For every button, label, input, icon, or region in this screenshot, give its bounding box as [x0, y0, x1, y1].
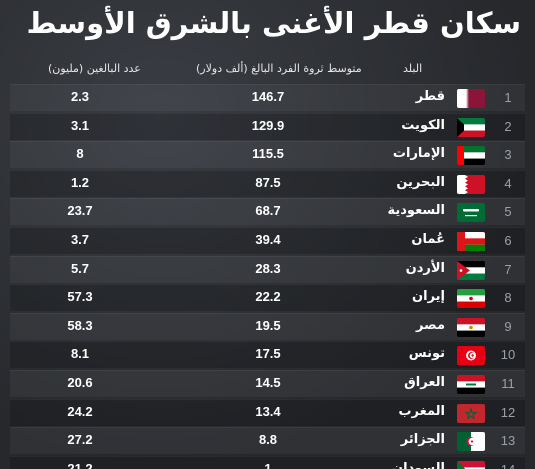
table-row: 11 العراق 14.5 20.6	[10, 369, 525, 397]
adults-value: 8	[76, 146, 84, 162]
adults-value: 23.7	[67, 203, 93, 219]
table-row: 8 إيران 22.2 57.3	[10, 284, 525, 312]
header-adults: عدد البالغين (مليون)	[48, 62, 141, 75]
tunisia-flag-icon	[457, 346, 485, 366]
table-row: 2 الكويت 129.9 3.1	[10, 112, 525, 140]
table-header: البلد متوسط ثروة الفرد البالغ (ألف دولار…	[0, 58, 535, 82]
country-name: إيران	[412, 289, 445, 305]
country-name: السعودية	[387, 203, 446, 219]
adults-value: 2.3	[70, 89, 90, 104]
table-row: 10 تونس 17.5 8.1	[10, 341, 525, 369]
wealth-value: 39.4	[255, 231, 281, 247]
iran-flag-icon	[457, 289, 485, 309]
saudi-flag-icon	[457, 203, 485, 223]
header-wealth: متوسط ثروة الفرد البالغ (ألف دولار)	[196, 62, 362, 75]
table-row: 12 المغرب 13.4 24.2	[10, 398, 525, 426]
adults-value: 3.7	[70, 231, 90, 247]
rank-number: 2	[504, 118, 512, 134]
wealth-value: 22.2	[255, 289, 281, 305]
country-name: مصر	[416, 317, 445, 333]
rank-number: 13	[500, 433, 516, 449]
wealth-value: 17.5	[255, 346, 281, 362]
country-name: عُمان	[411, 231, 445, 247]
rank-number: 8	[504, 290, 512, 306]
table-row: 9 مصر 19.5 58.3	[10, 312, 525, 340]
wealth-value: 8.8	[258, 432, 278, 448]
table-body: 1 قطر 146.7 2.3 2 الكويت 129.9 3.1 3 الإمارات 115.…	[10, 84, 525, 469]
wealth-value: 146.7	[251, 89, 285, 104]
wealth-value: 129.9	[251, 117, 285, 133]
jordan-flag-icon	[457, 260, 485, 280]
country-name: الإمارات	[392, 146, 445, 162]
table-row: 1 قطر 146.7 2.3	[10, 84, 525, 111]
country-name: الكويت	[401, 117, 445, 133]
adults-value: 8.1	[70, 346, 90, 362]
rank-number: 6	[504, 232, 512, 248]
oman-flag-icon	[457, 231, 485, 251]
country-name: المغرب	[398, 403, 445, 419]
wealth-value: 68.7	[255, 203, 281, 219]
adults-value: 1.2	[70, 174, 90, 190]
rank-number: 10	[500, 347, 516, 363]
rank-number: 14	[498, 462, 518, 469]
wealth-value: 28.3	[255, 260, 281, 276]
table-row: 6 عُمان 39.4 3.7	[10, 226, 525, 254]
table-row: 13 الجزائر 8.8 27.2	[10, 427, 525, 455]
rank-number: 1	[504, 90, 512, 105]
country-name: السودان	[392, 460, 445, 469]
table-row: 3 الإمارات 115.5 8	[10, 141, 525, 169]
adults-value: 27.2	[67, 432, 93, 448]
algeria-flag-icon	[457, 432, 485, 452]
table-row: 4 البحرين 87.5 1.2	[10, 169, 525, 197]
header-country: البلد	[403, 62, 423, 75]
page-title: سكان قطر الأغنى بالشرق الأوسط	[26, 6, 522, 40]
adults-value: 58.3	[67, 317, 93, 333]
egypt-flag-icon	[457, 317, 485, 337]
country-name: قطر	[415, 89, 445, 104]
adults-value: 5.7	[70, 260, 90, 276]
wealth-value: 115.5	[252, 146, 284, 162]
adults-value: 24.2	[67, 403, 93, 419]
rank-number: 3	[504, 147, 512, 163]
iraq-flag-icon	[457, 374, 485, 394]
table-row: 7 الأردن 28.3 5.7	[10, 255, 525, 283]
country-name: الجزائر	[400, 432, 445, 448]
country-name: العراق	[404, 374, 445, 390]
morocco-flag-icon	[457, 403, 485, 423]
rank-number: 12	[500, 404, 516, 420]
adults-value: 20.6	[67, 374, 93, 390]
qatar-flag-icon	[457, 89, 485, 108]
wealth-value: 1	[264, 460, 272, 469]
wealth-value: 87.5	[255, 174, 281, 190]
rank-number: 11	[501, 375, 515, 391]
rank-number: 4	[504, 175, 512, 191]
wealth-value: 14.5	[255, 374, 281, 390]
rank-number: 5	[504, 204, 512, 220]
adults-value: 21.2	[67, 460, 93, 469]
table-row: 14 السودان 1 21.2	[10, 455, 525, 469]
country-name: تونس	[408, 346, 445, 362]
kuwait-flag-icon	[457, 117, 485, 137]
rank-number: 7	[504, 261, 512, 277]
adults-value: 3.1	[70, 117, 90, 133]
country-name: الأردن	[405, 260, 445, 276]
wealth-value: 13.4	[255, 403, 281, 419]
table-row: 5 السعودية 68.7 23.7	[10, 198, 525, 226]
rank-number: 9	[504, 318, 512, 334]
uae-flag-icon	[457, 146, 485, 166]
wealth-value: 19.5	[255, 317, 281, 333]
adults-value: 57.3	[67, 289, 93, 305]
sudan-flag-icon	[457, 460, 485, 469]
country-name: البحرين	[396, 174, 445, 190]
bahrain-flag-icon	[457, 174, 485, 194]
